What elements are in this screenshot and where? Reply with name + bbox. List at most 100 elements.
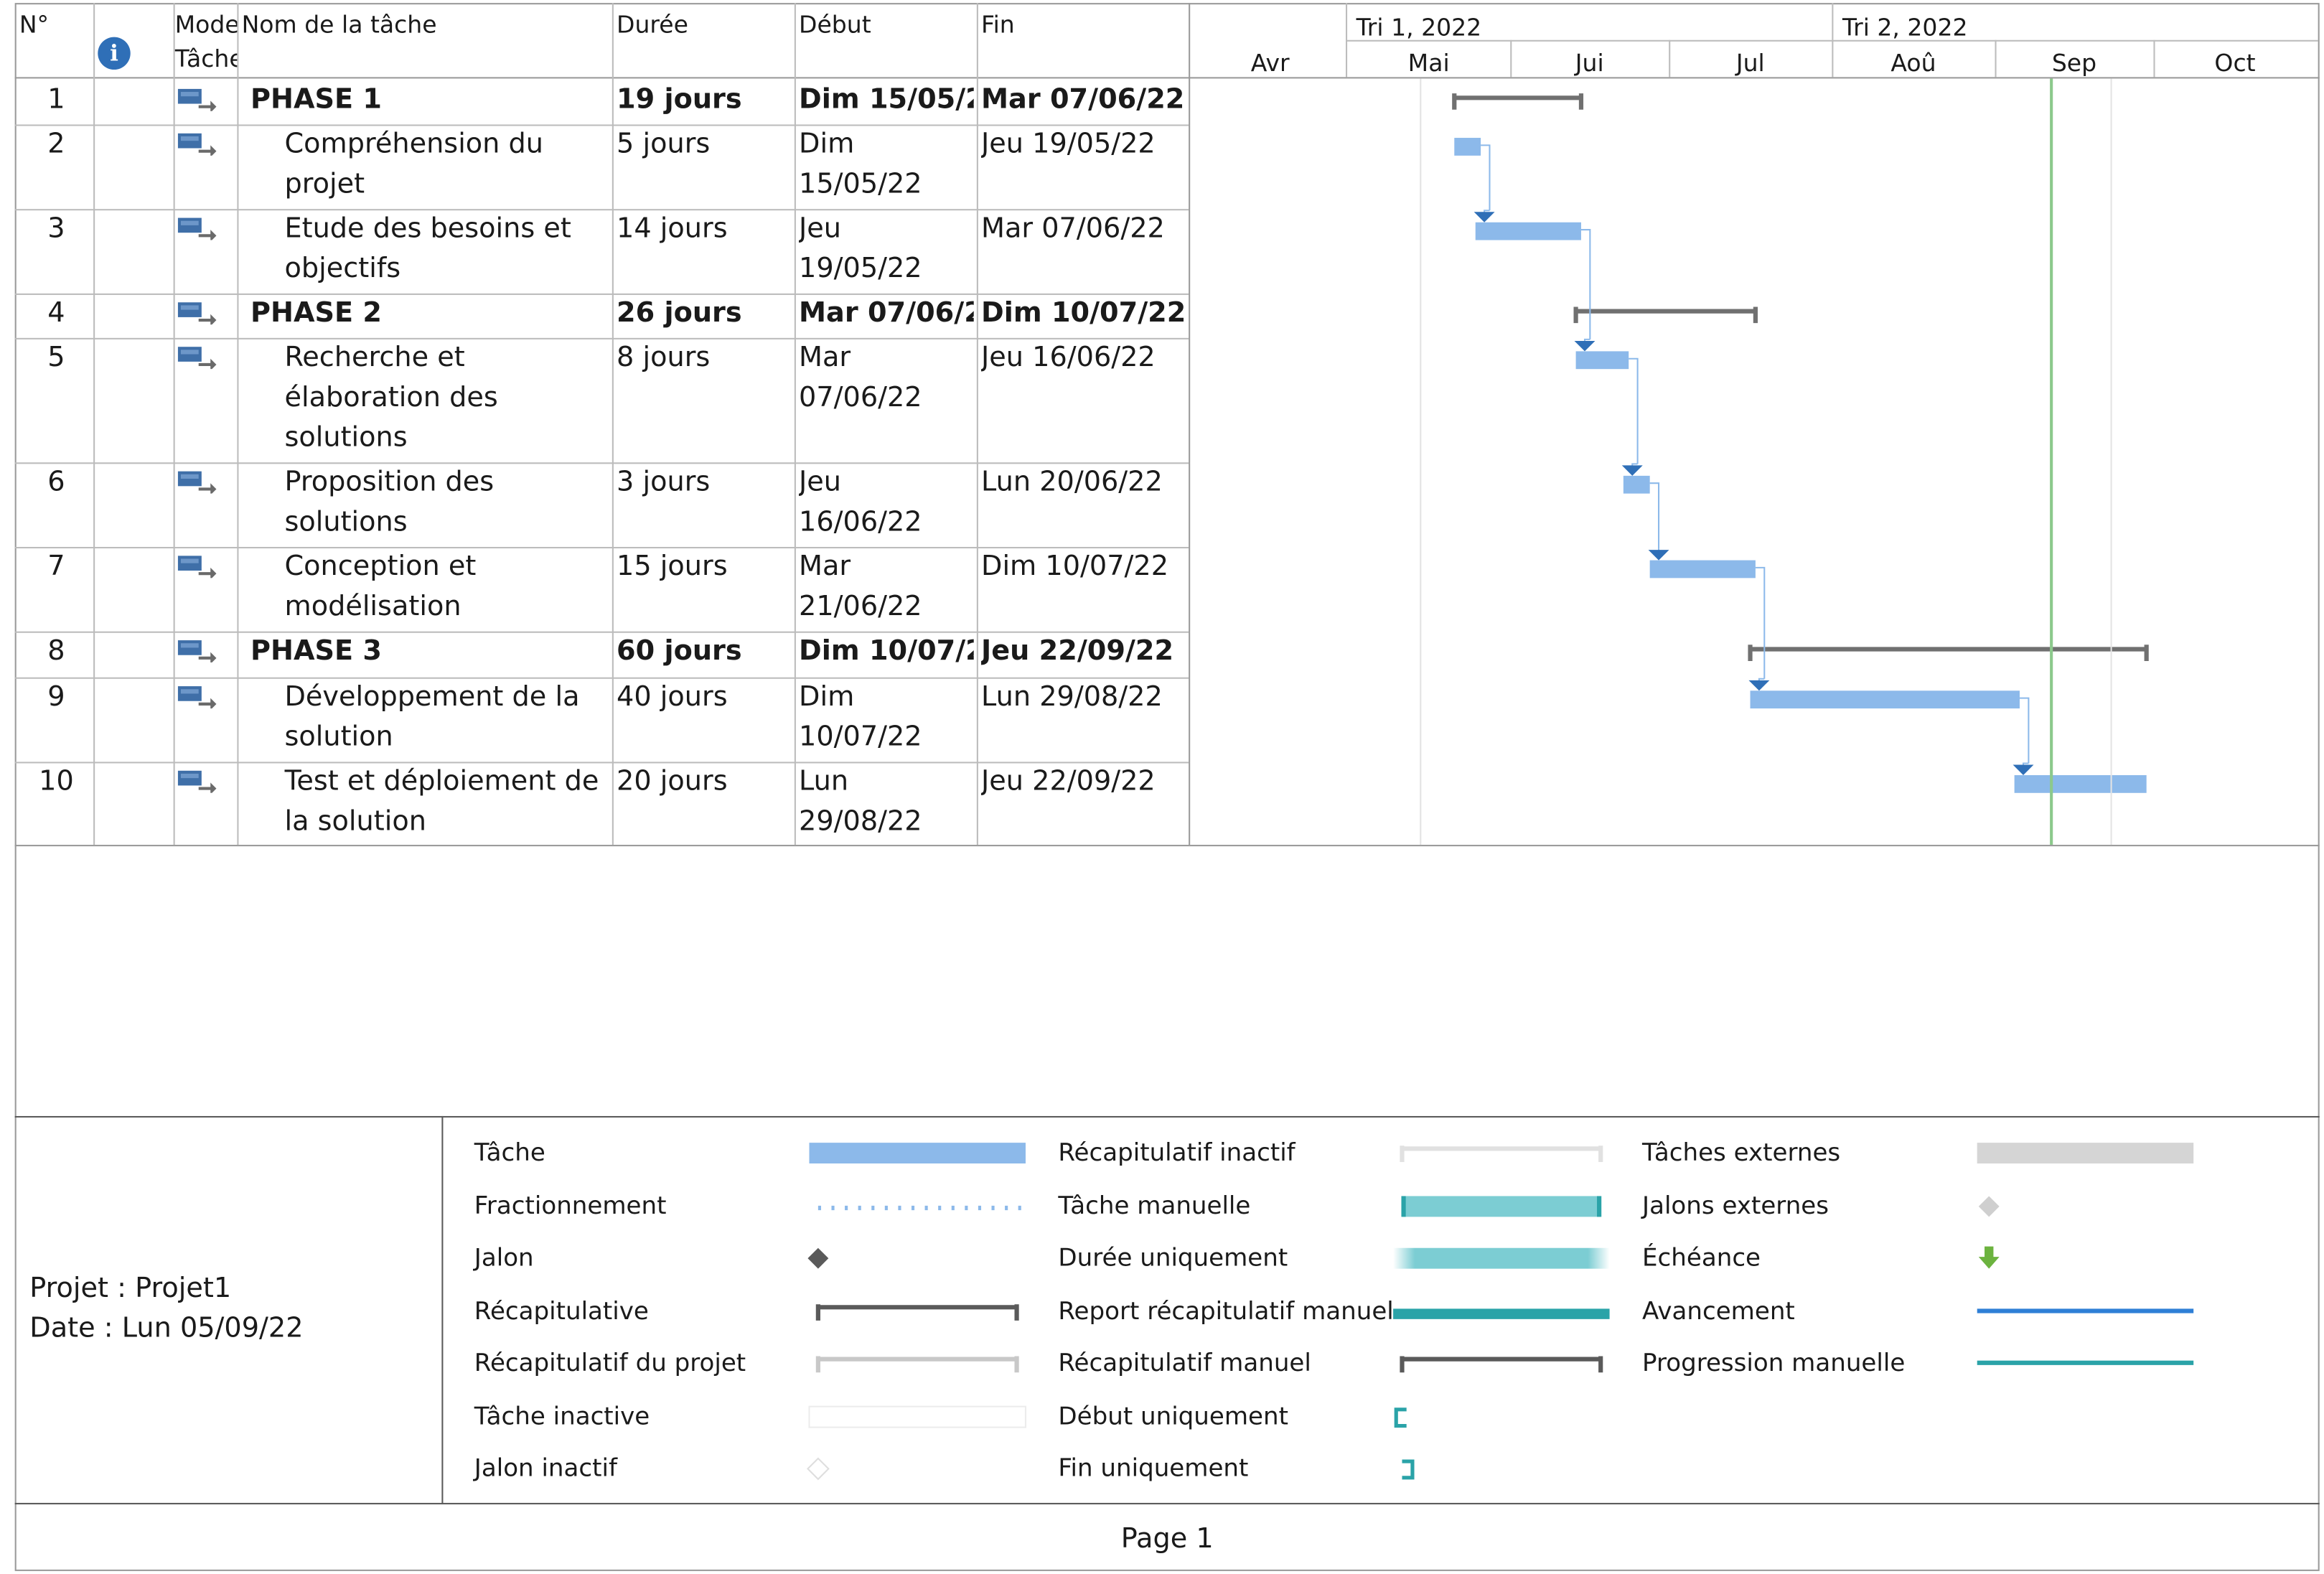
gantt-chart xyxy=(1452,78,2149,845)
column-header-duration[interactable]: Durée xyxy=(617,10,688,39)
task-id: 2 xyxy=(47,128,65,161)
timescale-month-label: Avr xyxy=(1250,49,1290,78)
legend-label: Tâches externes xyxy=(1642,1138,1841,1167)
row-divider xyxy=(14,546,1189,549)
timescale-quarter-label: Tri 2, 2022 xyxy=(1842,13,1968,42)
task-start-line: Mar 07/06/2 xyxy=(799,298,974,329)
task-start: Jeu 19/05/22 xyxy=(799,209,974,289)
deadline-arrow-icon xyxy=(1977,1244,2200,1280)
row-divider xyxy=(14,337,1189,339)
manual-summary-bracket-icon xyxy=(1393,1349,1616,1385)
task-finish: Jeu 22/09/22 xyxy=(981,635,1174,667)
task-duration: 8 jours xyxy=(617,342,711,374)
task-start-line: Dim 10/07/2 xyxy=(799,635,974,667)
task-name: Test et déploiement de la solution xyxy=(284,762,607,842)
legend-label: Jalon xyxy=(474,1243,534,1272)
link-arrow xyxy=(1648,550,1669,561)
task-name-line: Test et déploiement de xyxy=(284,766,599,797)
auto-schedule-icon xyxy=(177,132,217,157)
row-divider xyxy=(1346,39,2318,42)
row-divider xyxy=(14,124,1189,126)
task-start-line: 21/06/22 xyxy=(799,591,922,623)
progress-line-icon xyxy=(1977,1297,2200,1333)
auto-schedule-icon xyxy=(177,216,217,242)
task-start-line: Jeu xyxy=(799,213,842,245)
task-id: 9 xyxy=(47,681,65,713)
column-divider xyxy=(173,3,175,845)
task-start-line: 07/06/22 xyxy=(799,382,922,414)
legend-label: Fin uniquement xyxy=(1058,1453,1249,1482)
task-name-line: modélisation xyxy=(284,591,461,623)
task-id: 1 xyxy=(47,84,65,116)
column-header-name[interactable]: Nom de la tâche xyxy=(241,10,437,39)
task-duration: 60 jours xyxy=(617,635,742,667)
external-milestone-icon xyxy=(1977,1191,2200,1227)
legend-label: Tâche inactive xyxy=(474,1402,650,1430)
link-arrow xyxy=(1748,680,1770,691)
summary-bracket-icon xyxy=(809,1297,1031,1333)
inactive-milestone-icon xyxy=(806,1454,1031,1490)
column-divider xyxy=(2110,78,2112,845)
column-divider xyxy=(237,3,239,845)
column-divider xyxy=(1420,78,1422,845)
legend-label: Récapitulatif inactif xyxy=(1058,1138,1295,1167)
page-number: Page 1 xyxy=(1120,1523,1214,1555)
timescale-quarter-label: Tri 1, 2022 xyxy=(1356,13,1482,42)
task-finish: Dim 10/07/22 xyxy=(981,551,1168,583)
task-start-line: 15/05/22 xyxy=(799,169,922,200)
column-header-id[interactable]: N° xyxy=(19,10,50,39)
task-name: Développement de la solution xyxy=(284,678,607,758)
timescale-month-label: Jui xyxy=(1575,49,1604,78)
task-duration: 3 jours xyxy=(617,467,711,498)
column-header-mode[interactable]: Mode Tâche xyxy=(174,10,238,73)
external-task-bar-icon xyxy=(1977,1138,2200,1174)
column-header-finish[interactable]: Fin xyxy=(981,10,1015,39)
link-line xyxy=(1580,229,1591,339)
task-start-line: Dim xyxy=(799,681,855,713)
task-name: PHASE 3 xyxy=(250,632,606,672)
task-start-line: 10/07/22 xyxy=(799,721,922,754)
project-date: Date : Lun 05/09/22 xyxy=(29,1313,304,1344)
task-name-line: la solution xyxy=(284,806,426,838)
row-divider xyxy=(14,762,1189,764)
page-frame xyxy=(14,3,2320,1571)
link-line xyxy=(1629,357,1639,464)
legend-label: Début uniquement xyxy=(1058,1402,1289,1430)
task-name: PHASE 1 xyxy=(250,80,606,121)
legend-label: Durée uniquement xyxy=(1058,1243,1288,1272)
row-divider xyxy=(14,845,2320,847)
task-finish: Jeu 19/05/22 xyxy=(981,128,1156,161)
auto-schedule-icon xyxy=(177,345,217,371)
task-id: 5 xyxy=(47,342,65,374)
manual-progress-line-icon xyxy=(1977,1349,2200,1385)
summary-bar xyxy=(1748,645,2149,661)
legend-left-divider xyxy=(441,1115,444,1504)
column-header-start[interactable]: Début xyxy=(799,10,871,39)
project-name: Projet : Projet1 xyxy=(29,1273,232,1305)
task-bar xyxy=(1649,560,1756,578)
link-arrow xyxy=(1621,465,1643,476)
column-divider xyxy=(2153,39,2155,78)
info-icon[interactable]: i xyxy=(98,37,131,70)
task-name-line: Proposition des xyxy=(284,467,495,498)
task-duration: 26 jours xyxy=(617,298,742,329)
timescale-month-label: Mai xyxy=(1407,49,1450,78)
task-start: Dim 10/07/2 xyxy=(799,632,974,672)
task-name-line: Développement de la xyxy=(284,681,580,713)
legend-label: Échéance xyxy=(1642,1243,1761,1272)
column-divider xyxy=(93,3,95,845)
task-bar xyxy=(1454,138,1481,156)
task-duration: 14 jours xyxy=(617,213,728,245)
task-finish: Jeu 22/09/22 xyxy=(981,766,1156,797)
task-id: 10 xyxy=(39,766,74,797)
task-start-line: 16/06/22 xyxy=(799,507,922,538)
milestone-diamond-icon xyxy=(807,1244,1031,1280)
task-bar xyxy=(1750,690,2020,709)
link-line xyxy=(1755,566,1766,679)
legend-label: Jalons externes xyxy=(1642,1191,1829,1220)
auto-schedule-icon xyxy=(177,554,217,580)
task-start-line: Lun xyxy=(799,766,849,797)
inactive-summary-bracket-icon xyxy=(1393,1138,1616,1174)
task-bar xyxy=(1623,475,1650,494)
